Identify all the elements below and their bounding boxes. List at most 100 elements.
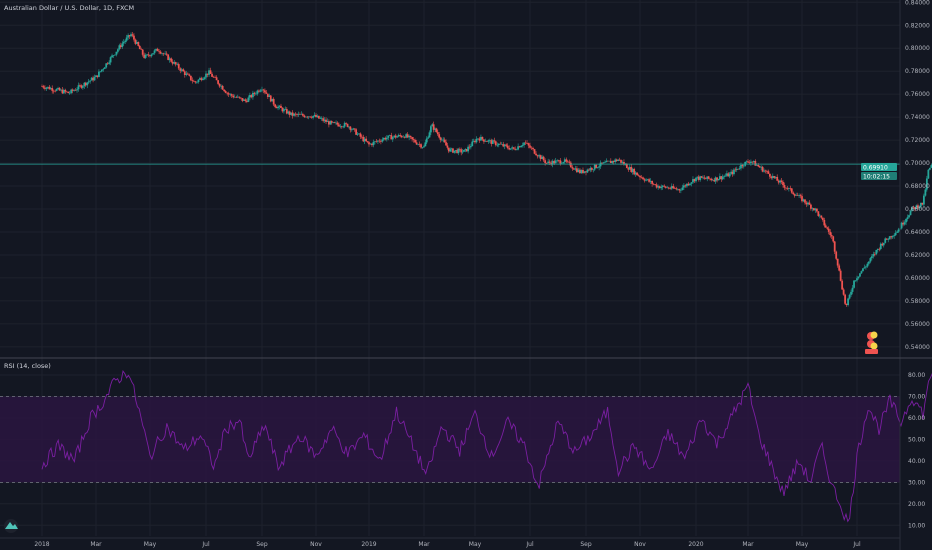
rsi-title: RSI (14, close)	[4, 362, 51, 370]
candle-body	[355, 129, 358, 135]
current-price-label: 0.69910	[863, 165, 888, 172]
candle-body	[256, 90, 259, 94]
candle-body	[271, 98, 274, 102]
candle-body	[493, 140, 496, 142]
candle-body	[845, 303, 848, 306]
candle-body	[711, 179, 714, 181]
candle-body	[209, 70, 212, 74]
candle-body	[713, 179, 716, 182]
candle-body	[374, 141, 376, 142]
candle-body	[817, 211, 820, 216]
candle-body	[429, 126, 432, 133]
current-price-badge	[861, 163, 897, 171]
candle-body	[655, 184, 658, 188]
candle-body	[192, 81, 195, 82]
candle-body	[323, 119, 326, 121]
candle-body	[648, 179, 650, 182]
candle-body	[771, 176, 774, 179]
candle-body	[352, 128, 355, 130]
candle-body	[106, 63, 109, 64]
candle-body	[912, 206, 915, 208]
candle-body	[652, 183, 655, 185]
candle-body	[194, 81, 197, 83]
candle-body	[639, 175, 641, 178]
candle-body	[844, 294, 847, 304]
candle-body	[312, 115, 314, 118]
candle-body	[518, 146, 521, 148]
candle-body	[890, 236, 893, 238]
candle-body	[854, 280, 857, 281]
rsi-band	[0, 396, 900, 483]
candle-body	[74, 90, 77, 91]
candle-body	[906, 217, 909, 220]
candle-body	[903, 222, 906, 225]
candle-body	[109, 57, 112, 63]
candle-body	[177, 64, 180, 69]
candle-body	[799, 195, 802, 197]
candle-body	[848, 294, 851, 299]
candle-body	[71, 89, 74, 91]
candle-body	[307, 116, 310, 118]
candle-body	[928, 167, 931, 170]
event-markers-icon[interactable]	[865, 331, 878, 355]
candle-body	[232, 95, 235, 98]
candle-body	[542, 156, 545, 161]
candle-body	[397, 135, 400, 137]
candle-body	[266, 93, 269, 97]
candle-body	[301, 114, 304, 116]
candle-body	[180, 69, 183, 71]
candle-body	[241, 98, 244, 101]
candle-body	[457, 148, 460, 154]
candle-body	[326, 121, 329, 122]
candle-body	[538, 155, 540, 157]
candle-body	[576, 168, 578, 173]
candle-body	[763, 170, 765, 172]
candle-body	[512, 147, 515, 149]
candle-body	[48, 86, 51, 90]
candle-body	[503, 144, 506, 147]
candle-body	[509, 148, 512, 150]
candle-body	[149, 55, 151, 57]
candle-body	[247, 97, 250, 102]
candle-body	[105, 63, 108, 68]
candle-body	[353, 128, 356, 130]
logo-icon[interactable]	[4, 519, 18, 533]
candle-body	[548, 161, 551, 163]
candle-body	[747, 161, 749, 163]
candle-body	[675, 188, 678, 190]
candle-body	[560, 163, 563, 164]
candle-body	[329, 121, 332, 125]
candle-body	[450, 148, 453, 150]
candle-body	[870, 256, 873, 259]
candle-body	[46, 86, 49, 88]
candle-body	[454, 150, 457, 151]
candle-body	[582, 169, 584, 173]
candle-body	[750, 161, 752, 164]
candle-body	[878, 248, 881, 250]
candle-body	[676, 189, 679, 190]
candle-body	[798, 195, 800, 196]
candle-body	[131, 34, 134, 36]
candle-body	[359, 133, 362, 137]
candle-body	[634, 172, 637, 175]
candle-body	[325, 119, 327, 122]
candle-body	[197, 79, 200, 82]
candle-body	[863, 267, 866, 269]
candle-body	[687, 183, 690, 186]
candle-body	[697, 176, 700, 180]
candle-body	[857, 276, 860, 279]
candle-body	[200, 78, 203, 81]
candle-body	[411, 137, 414, 140]
candle-body	[167, 54, 170, 60]
candle-body	[340, 126, 343, 128]
candle-body	[394, 135, 397, 138]
candle-body	[250, 95, 253, 98]
time-axis-tick-label: Mar	[418, 541, 430, 548]
candle-body	[89, 80, 92, 82]
candle-body	[808, 202, 811, 205]
candle-body	[342, 126, 345, 128]
candle-body	[388, 135, 391, 136]
candle-body	[186, 73, 189, 75]
candle-body	[631, 168, 634, 172]
